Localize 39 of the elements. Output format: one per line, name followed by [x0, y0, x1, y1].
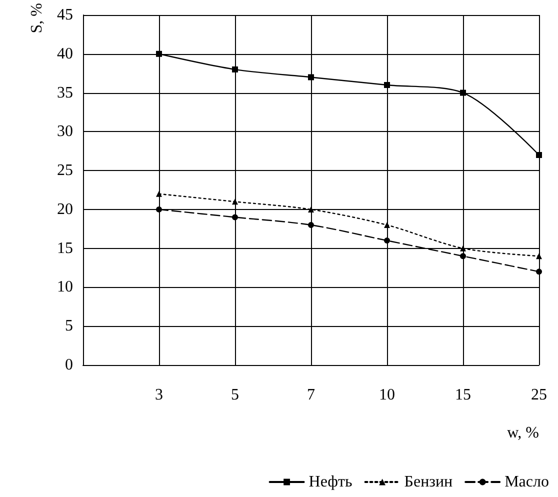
x-tick-label: 3	[155, 386, 163, 404]
point	[536, 152, 542, 158]
y-tick-label: 15	[57, 240, 73, 257]
y-tick-label: 45	[57, 6, 73, 24]
point	[384, 222, 390, 228]
point	[308, 206, 314, 212]
y-tick-label: 5	[65, 318, 73, 335]
legend-label: Нефть	[308, 474, 352, 490]
point	[384, 82, 390, 88]
y-axis-title: S, %	[28, 3, 46, 34]
point	[232, 198, 238, 205]
x-tick-label: 25	[531, 386, 547, 404]
y-tick-label: 25	[57, 162, 73, 180]
y-tick-label: 0	[65, 356, 73, 374]
legend-label: Бензин	[404, 474, 454, 490]
point	[384, 238, 390, 244]
x-tick-label: 15	[455, 386, 471, 404]
y-tick-label: 40	[57, 45, 73, 62]
point	[460, 245, 466, 252]
x-tick-label: 5	[231, 386, 239, 404]
point	[460, 90, 466, 96]
point	[536, 253, 542, 260]
x-axis-title: w, %	[507, 424, 539, 442]
y-tick-label: 20	[57, 200, 73, 218]
point	[156, 206, 162, 212]
point	[460, 253, 466, 260]
x-tick-label: 7	[307, 386, 315, 404]
y-tick-label: 30	[57, 123, 73, 140]
point	[308, 222, 314, 228]
point	[308, 74, 314, 80]
point	[232, 214, 238, 220]
y-tick-label: 35	[57, 84, 73, 102]
point	[232, 66, 238, 72]
point	[156, 50, 162, 57]
point	[156, 190, 162, 197]
point	[536, 268, 542, 275]
x-tick-label: 10	[379, 386, 395, 404]
legend-label: Масло	[504, 474, 550, 490]
y-tick-label: 10	[57, 278, 73, 296]
